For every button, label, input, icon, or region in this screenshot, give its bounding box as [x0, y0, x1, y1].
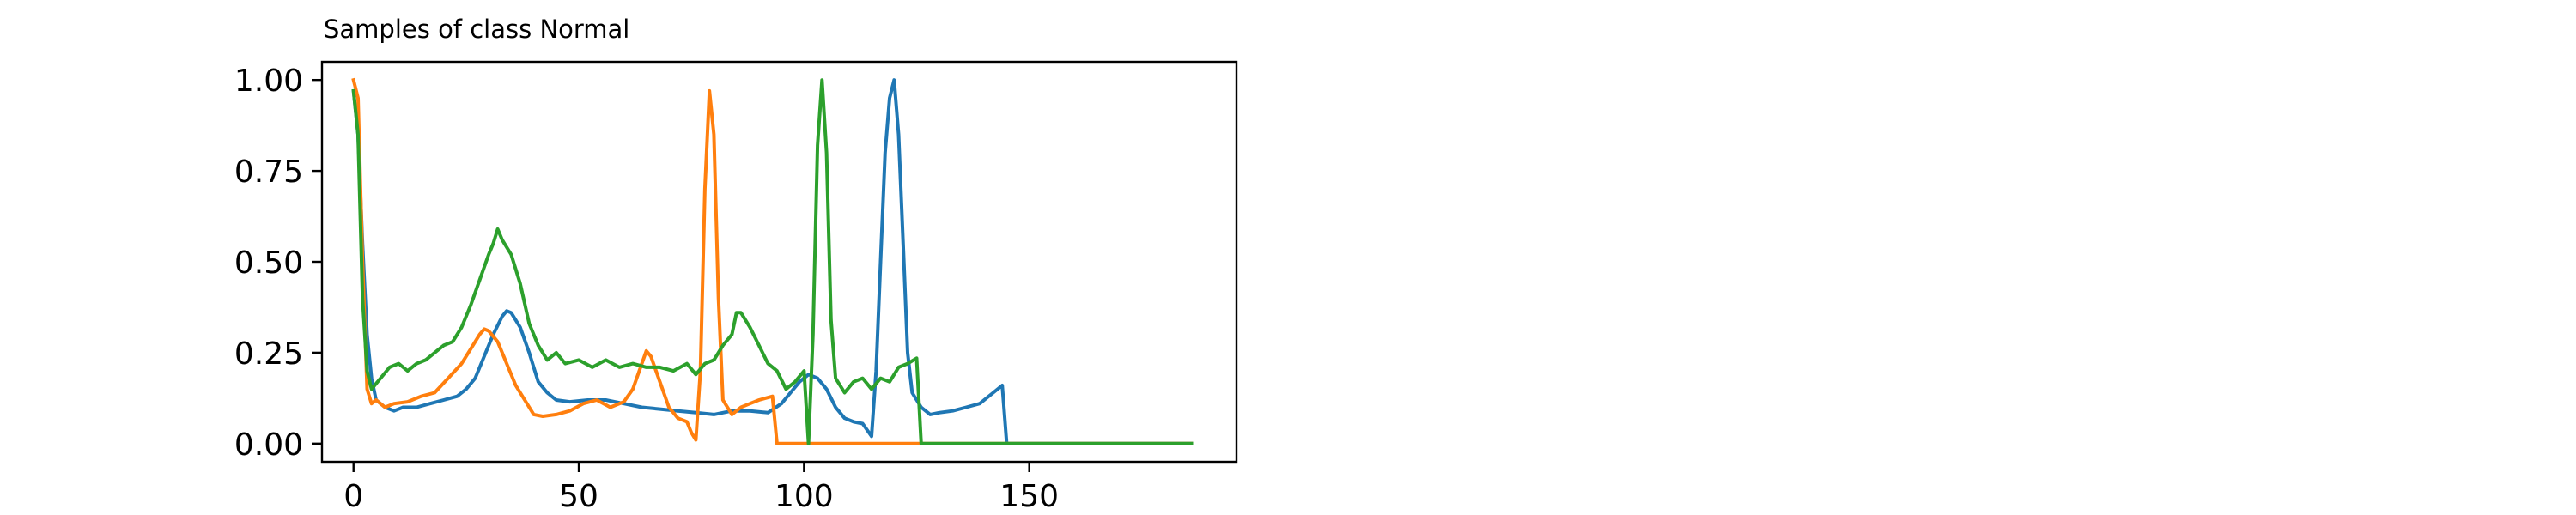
x-tick-label: 50	[559, 479, 598, 514]
x-tick-label: 100	[775, 479, 834, 514]
series-layer	[351, 77, 1194, 445]
y-tick-label: 0.75	[234, 154, 303, 190]
series-line-2	[351, 77, 1194, 445]
y-tick-label: 0.00	[234, 427, 303, 463]
chart-title: Samples of class Normal	[324, 15, 629, 44]
x-tick-label: 0	[343, 479, 363, 514]
x-axis: 0 50 100 150	[343, 462, 1059, 514]
y-tick-label: 0.50	[234, 245, 303, 281]
series-line-1	[351, 78, 1194, 445]
x-tick-label: 150	[999, 479, 1059, 514]
y-tick-label: 1.00	[234, 64, 303, 99]
y-axis: 0.00 0.25 0.50 0.75 1.00	[234, 64, 322, 463]
y-tick-label: 0.25	[234, 336, 303, 372]
plot-frame	[320, 60, 1238, 464]
series-line-3	[351, 78, 1194, 445]
